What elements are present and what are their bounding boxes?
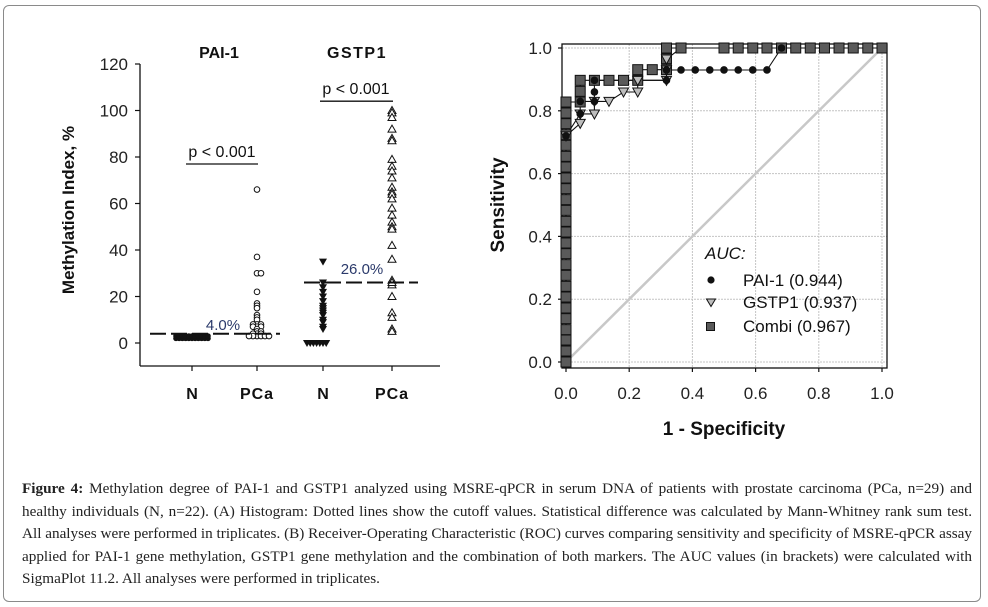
data-point	[387, 172, 397, 182]
data-point	[253, 288, 261, 296]
data-point	[319, 279, 327, 287]
cutoff-label-pai1: 4.0%	[206, 317, 240, 334]
data-point	[319, 326, 327, 334]
data-point	[387, 193, 397, 203]
y-axis-label: Methylation Index, %	[59, 126, 78, 294]
data-point	[387, 112, 397, 121]
cutoff-label-gstp1: 26.0%	[341, 261, 384, 278]
group-title-pai1: PAI-1	[199, 45, 239, 62]
p-value-gstp1: p < 0.001	[322, 81, 389, 98]
data-point	[387, 203, 397, 212]
p-value-pai1: p < 0.001	[188, 144, 255, 161]
y-tick-label: 100	[100, 102, 128, 121]
data-point	[319, 284, 327, 292]
data-point	[257, 269, 265, 277]
data-point	[387, 326, 397, 335]
caption-text: Methylation degree of PAI-1 and GSTP1 an…	[22, 480, 972, 588]
data-point	[253, 253, 261, 261]
data-point	[322, 340, 331, 347]
y-tick-label: 20	[109, 288, 128, 307]
data-point	[387, 124, 397, 133]
group-title-gstp1: GSTP1	[327, 45, 387, 62]
data-point	[387, 210, 397, 219]
data-point	[319, 312, 327, 320]
y-tick-label: 0	[119, 334, 128, 353]
x-tick-label-pca-gstp1: PCa	[375, 386, 409, 403]
data-point	[319, 293, 327, 301]
data-point	[387, 312, 397, 321]
data-point	[387, 254, 397, 263]
data-point	[319, 288, 327, 296]
data-point	[319, 319, 327, 327]
x-tick-label-pca-pai1: PCa	[240, 386, 274, 403]
data-point	[253, 186, 261, 193]
annotations	[150, 100, 418, 335]
x-tick-label-n-pai1: N	[186, 386, 198, 403]
figure-caption: Figure 4: Methylation degree of PAI-1 an…	[22, 478, 972, 591]
x-tick-label-n-gstp1: N	[317, 386, 329, 403]
data-point	[387, 224, 397, 233]
data-point	[387, 154, 397, 163]
y-tick-label: 40	[109, 241, 128, 260]
data-points	[173, 105, 397, 347]
y-tick-label: 120	[100, 55, 128, 74]
data-point	[319, 298, 327, 306]
data-point	[387, 291, 397, 300]
caption-label: Figure 4:	[22, 480, 84, 497]
data-point	[319, 258, 327, 266]
data-point	[387, 135, 397, 145]
methylation-dot-plot: 0 20 40 60 80 100 120 PAI-1 GSTP1 Methylation …	[59, 45, 440, 403]
data-point	[387, 240, 397, 249]
data-point	[253, 304, 261, 312]
y-tick-label: 80	[109, 148, 128, 167]
axes: 0 20 40 60 80 100 120	[100, 55, 440, 371]
figure-frame	[3, 5, 981, 602]
y-tick-label: 60	[109, 195, 128, 214]
